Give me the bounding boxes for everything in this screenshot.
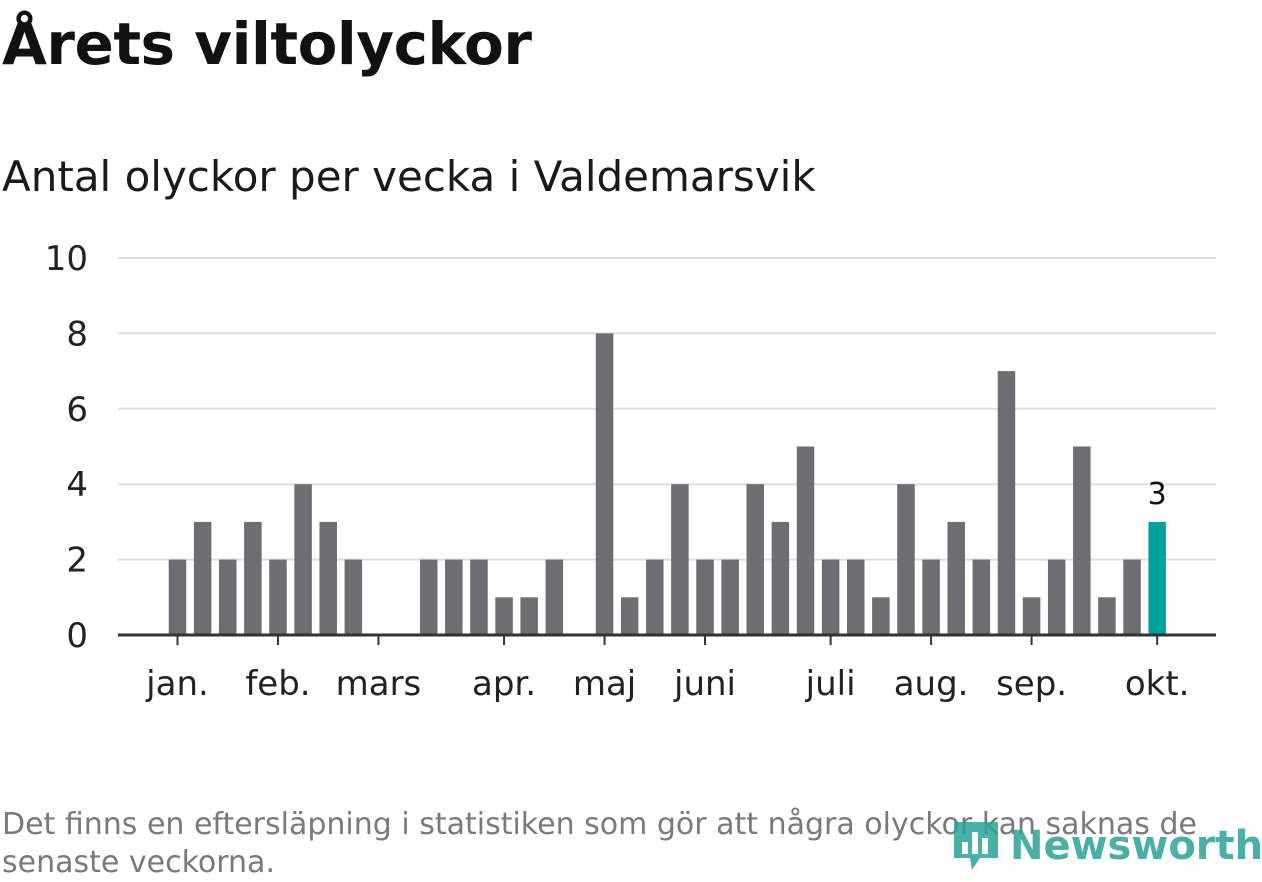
x-tick-label: mars (336, 664, 422, 704)
bar-week-15 (520, 597, 538, 635)
gridlines (118, 257, 1216, 561)
x-tick-label: aug. (894, 664, 969, 704)
bar-week-37 (1073, 446, 1091, 635)
bar-week-21 (671, 484, 689, 635)
bar-week-38 (1098, 597, 1116, 635)
x-tick-label: apr. (472, 664, 536, 704)
bar-week-20 (646, 559, 664, 635)
y-tick-label: 10 (45, 239, 88, 279)
x-tick-label: juni (673, 664, 736, 704)
bar-week-4 (244, 521, 262, 635)
y-tick-label: 8 (66, 314, 88, 354)
bar-week-18 (595, 333, 614, 635)
bar-week-14 (495, 597, 513, 635)
bar-week-36 (1047, 559, 1066, 635)
bar-chart-pin-icon (954, 822, 998, 870)
chart-title: Årets viltolyckor (2, 10, 532, 78)
bar-week-25 (771, 521, 790, 635)
x-tick-label: maj (573, 664, 636, 704)
bar-week-23 (721, 559, 739, 635)
bar-week-29 (872, 597, 890, 635)
bar-week-22 (696, 559, 714, 635)
bar-week-26 (796, 446, 815, 635)
bar-week-35 (1022, 597, 1041, 635)
y-tick-label: 2 (66, 541, 88, 581)
x-axis: jan. feb. mars apr. maj juni juli aug. sep. okt. (118, 633, 1216, 704)
bar-week-39 (1123, 559, 1141, 635)
bars (168, 333, 1166, 635)
logo-text: Newsworthy (1010, 823, 1262, 869)
chart-subtitle: Antal olyckor per vecka i Valdemarsvik (2, 152, 816, 201)
bar-week-19 (620, 597, 639, 635)
bar-week-33 (972, 559, 991, 635)
newsworthy-logo: Newsworthy (950, 818, 1262, 874)
bar-week-3 (218, 559, 237, 635)
bar-week-28 (846, 559, 865, 635)
bar-week-8 (344, 559, 363, 635)
bar-week-2 (193, 521, 212, 635)
highlight-value-label: 3 (1148, 477, 1167, 512)
x-tick-label: feb. (245, 664, 310, 704)
bar-week-12 (445, 559, 463, 635)
bar-week-6 (294, 484, 312, 635)
bar-week-27 (821, 559, 840, 635)
bar-week-16 (545, 559, 564, 635)
x-tick-label: jan. (145, 664, 209, 704)
bar-week-13 (470, 559, 488, 635)
y-tick-label: 4 (66, 465, 88, 505)
bar-week-34 (997, 371, 1016, 635)
bar-week-24 (746, 484, 765, 635)
x-tick-label: sep. (996, 664, 1067, 704)
bar-week-31 (922, 559, 940, 635)
bar-week-7 (319, 521, 337, 635)
y-tick-label: 6 (66, 390, 88, 430)
x-tick-label: okt. (1125, 664, 1190, 704)
data-labels: 3 (1148, 477, 1167, 512)
bar-week-32 (947, 521, 965, 635)
y-axis-ticks: 0 2 4 6 8 10 (45, 239, 88, 656)
y-tick-label: 0 (66, 616, 88, 656)
bar-week-1 (168, 559, 187, 635)
bar-week-30 (897, 484, 915, 635)
bar-week-11 (419, 559, 438, 635)
bar-week-40 (1148, 521, 1166, 635)
bar-week-5 (269, 559, 287, 635)
x-tick-label: juli (805, 664, 856, 704)
